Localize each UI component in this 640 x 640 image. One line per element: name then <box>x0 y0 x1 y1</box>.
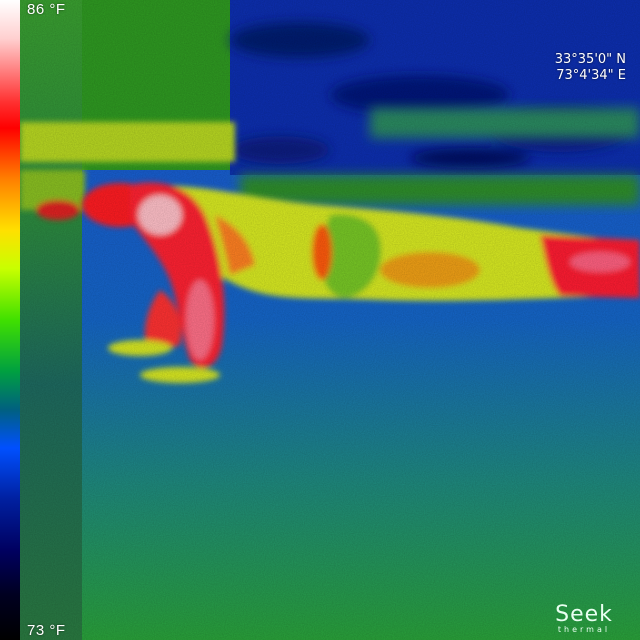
min-temperature-label: 73 °F <box>27 622 66 639</box>
temperature-color-scale <box>0 0 20 640</box>
latitude-text: 33°35'0" N <box>554 52 626 67</box>
brand-subtitle: thermal <box>557 625 611 634</box>
gps-coordinates: 33°35'0" N 73°4'34" E <box>555 52 626 84</box>
max-temperature-label: 86 °F <box>27 1 66 18</box>
brand-name: Seek <box>555 602 613 627</box>
seek-thermal-logo: Seek thermal <box>542 602 626 635</box>
longitude-text: 73°4'34" E <box>556 68 626 83</box>
